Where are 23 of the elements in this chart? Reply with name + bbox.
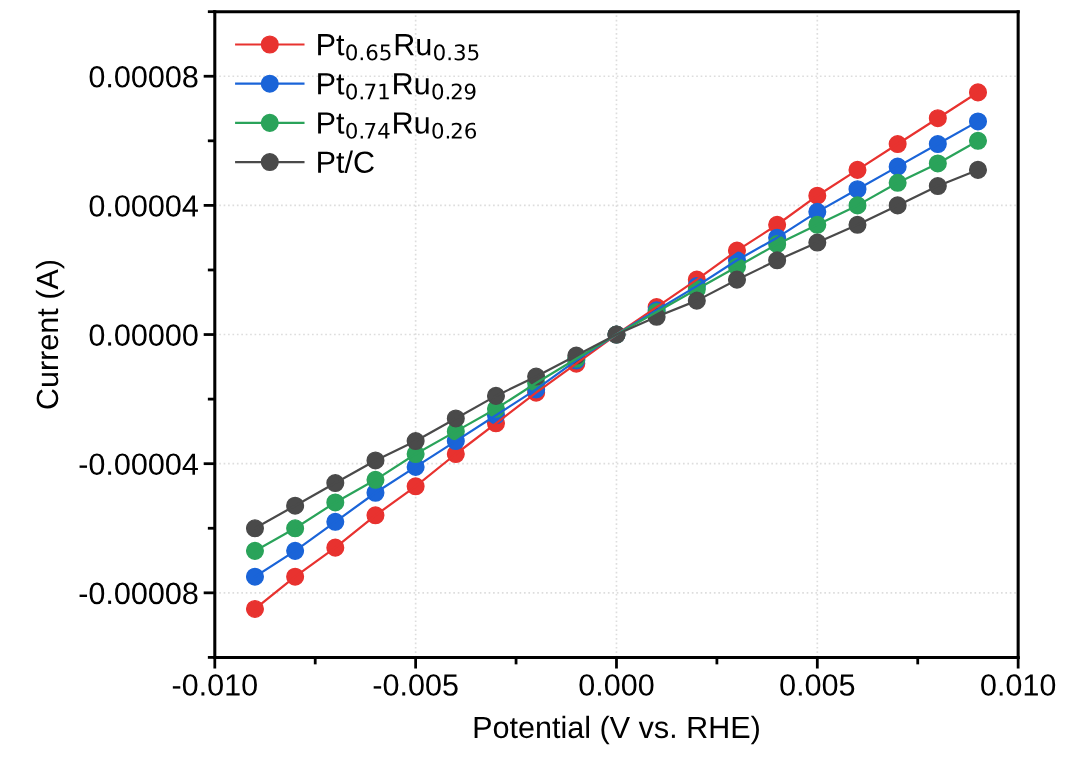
point bbox=[245, 519, 264, 538]
legend-label: Pt$_{0.65}$Ru$_{0.35}$ bbox=[318, 34, 479, 61]
x-tick-label: 0.010 bbox=[981, 674, 1056, 696]
x-tick-label: -0.010 bbox=[172, 674, 257, 696]
y-tick-label: -0.00004 bbox=[79, 453, 198, 476]
y-tick-label: 0.00000 bbox=[89, 324, 198, 346]
point bbox=[245, 599, 264, 619]
x-tick-label: 0.005 bbox=[780, 674, 855, 696]
point bbox=[968, 131, 988, 150]
legend-label: Pt$_{0.71}$Ru$_{0.29}$ bbox=[318, 73, 476, 100]
y-tick-label: 0.00004 bbox=[89, 195, 198, 217]
x-tick-label: -0.005 bbox=[373, 674, 458, 696]
point bbox=[245, 541, 264, 560]
x-tick-label: 0.000 bbox=[579, 674, 654, 696]
legend-label: Pt/C bbox=[318, 150, 374, 174]
point bbox=[968, 83, 988, 102]
y-tick-label: -0.00008 bbox=[79, 582, 198, 605]
point bbox=[245, 567, 264, 586]
legend-label: Pt$_{0.74}$Ru$_{0.26}$ bbox=[318, 112, 477, 139]
y-axis-title: Current (A) bbox=[35, 260, 65, 409]
y-tick-label: 0.00008 bbox=[89, 65, 198, 88]
x-axis-title: Potential (V vs. RHE) bbox=[474, 715, 759, 745]
point bbox=[968, 160, 988, 179]
